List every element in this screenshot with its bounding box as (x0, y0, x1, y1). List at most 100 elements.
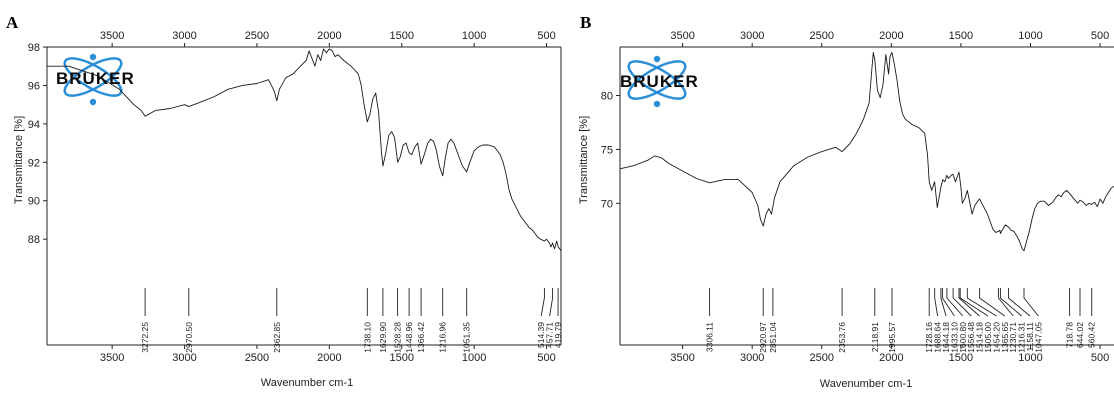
peak-marker (952, 288, 972, 317)
peak-marker (966, 288, 997, 317)
top-tick-label: 2500 (245, 30, 269, 42)
spectrum-line (47, 48, 562, 251)
bruker-logo-text: BRUKER (620, 72, 699, 91)
panel-a-ylabel: Transmittance [%] (13, 116, 25, 204)
peak-label: 2970.50 (184, 322, 194, 353)
peak-label: 1051.35 (462, 322, 472, 353)
peak-marker (999, 288, 1022, 317)
panel-b-ylabel: Transmittance [%] (578, 116, 590, 204)
y-tick-label: 94 (28, 119, 40, 131)
peak-label: 1629.90 (378, 322, 388, 353)
peak-label: 1514.18 (975, 322, 985, 353)
logo-orbit-1 (63, 57, 123, 97)
top-tick-label: 500 (1091, 30, 1109, 42)
logo-electron-top (89, 53, 97, 61)
bruker-logo: BRUKER (56, 53, 135, 106)
spectrum-line (619, 51, 1114, 252)
top-tick-label: 1500 (389, 30, 413, 42)
top-tick-label: 3000 (172, 30, 196, 42)
peak-marker (1023, 288, 1039, 317)
peak-label: 514.39 (536, 322, 546, 348)
peak-label: 1738.10 (362, 322, 372, 353)
peak-label: 1366.42 (416, 322, 426, 353)
top-tick-label: 3000 (740, 30, 764, 42)
y-tick-label: 80 (601, 91, 613, 103)
y-tick-label: 75 (601, 144, 613, 156)
peak-label: 1633.10 (949, 322, 959, 353)
panel-b: B BRUKER Transmittance [%] Wavenumber cm… (578, 13, 1114, 390)
peak-label: 1600.80 (958, 322, 968, 353)
peak-label: 3272.25 (140, 322, 150, 353)
peak-label: 2362.85 (272, 322, 282, 353)
bottom-tick-label: 1500 (949, 352, 973, 364)
peak-label: 644.02 (1075, 322, 1085, 348)
bottom-tick-label: 1000 (1018, 352, 1042, 364)
bottom-tick-label: 500 (1091, 352, 1109, 364)
peak-marker (934, 288, 939, 317)
logo-orbit-2 (63, 57, 123, 97)
peak-label: 2920.97 (758, 322, 768, 353)
bottom-tick-label: 2500 (810, 352, 834, 364)
top-tick-label: 1000 (1018, 30, 1042, 42)
peak-marker (549, 288, 554, 317)
bottom-tick-label: 2000 (317, 352, 341, 364)
peak-marker (959, 288, 989, 317)
panel-b-xlabel: Wavenumber cm-1 (820, 378, 913, 390)
y-tick-label: 88 (28, 234, 40, 246)
peak-label: 560.42 (1087, 322, 1097, 348)
peak-marker (997, 288, 1014, 317)
peak-marker (941, 288, 955, 317)
bottom-tick-label: 2500 (245, 352, 269, 364)
top-tick-label: 3500 (670, 30, 694, 42)
bottom-tick-label: 3500 (100, 352, 124, 364)
peak-marker (979, 288, 1006, 317)
peak-label: 2851.04 (768, 322, 778, 353)
panel-a: A BRUKER Transmittance [%] Wavenumber cm… (6, 13, 563, 389)
peak-label: 1216.96 (438, 322, 448, 353)
peak-label: 1230.71 (1008, 322, 1018, 353)
peak-label: 1644.18 (941, 322, 951, 353)
top-tick-label: 2500 (810, 30, 834, 42)
panel-a-xlabel: Wavenumber cm-1 (261, 377, 354, 389)
top-tick-label: 1500 (949, 30, 973, 42)
logo-electron-bottom (89, 98, 97, 106)
peak-label: 1688.64 (933, 322, 943, 353)
peak-label: 2353.76 (837, 322, 847, 353)
peak-label: 1528.28 (393, 322, 403, 353)
bottom-tick-label: 1000 (462, 352, 486, 364)
panel-a-letter: A (6, 13, 19, 32)
logo-electron-bottom (653, 100, 661, 108)
peak-label: 1047.05 (1033, 322, 1043, 353)
peak-label: 1365.65 (1000, 322, 1010, 353)
peak-label: 1728.16 (924, 322, 934, 353)
bottom-tick-label: 500 (537, 352, 555, 364)
top-tick-label: 2000 (879, 30, 903, 42)
y-tick-label: 98 (28, 42, 40, 54)
peak-marker (958, 288, 980, 317)
top-tick-label: 1000 (462, 30, 486, 42)
peak-label: 1158.11 (1025, 322, 1035, 352)
peak-label: 1505.00 (983, 322, 993, 353)
peak-label: 1216.31 (1017, 322, 1027, 353)
peak-label: 457.71 (545, 322, 555, 348)
peak-label: 1454.20 (991, 322, 1001, 353)
bruker-logo-text: BRUKER (56, 69, 135, 88)
peak-label: 1995.57 (887, 322, 897, 353)
logo-electron-top (653, 55, 661, 63)
peak-label: 2118.91 (870, 322, 880, 352)
peak-marker (940, 288, 947, 317)
y-tick-label: 70 (601, 198, 613, 210)
bottom-tick-label: 2000 (879, 352, 903, 364)
top-tick-label: 500 (537, 30, 555, 42)
y-tick-label: 90 (28, 196, 40, 208)
panel-b-letter: B (580, 13, 591, 32)
peak-marker (946, 288, 964, 317)
top-tick-label: 2000 (317, 30, 341, 42)
bottom-tick-label: 1500 (389, 352, 413, 364)
y-tick-label: 92 (28, 157, 40, 169)
bottom-tick-label: 3000 (740, 352, 764, 364)
peak-marker (540, 288, 545, 317)
top-tick-label: 3500 (100, 30, 124, 42)
bottom-tick-label: 3000 (172, 352, 196, 364)
